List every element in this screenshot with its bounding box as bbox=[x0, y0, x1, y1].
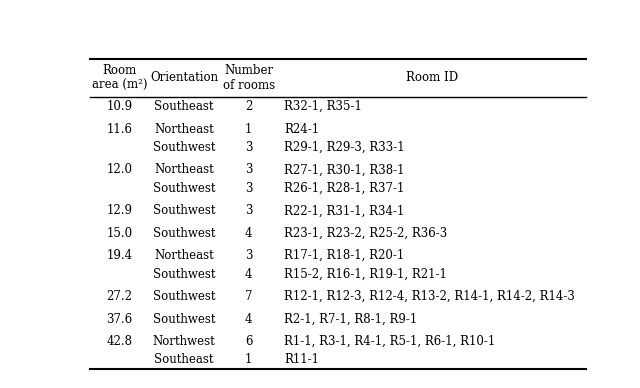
Text: 2: 2 bbox=[245, 100, 252, 113]
Text: Northeast: Northeast bbox=[154, 163, 214, 177]
Text: 42.8: 42.8 bbox=[107, 335, 132, 348]
Text: R12-1, R12-3, R12-4, R13-2, R14-1, R14-2, R14-3: R12-1, R12-3, R12-4, R13-2, R14-1, R14-2… bbox=[284, 290, 575, 303]
Text: 15.0: 15.0 bbox=[107, 227, 132, 240]
Text: Northwest: Northwest bbox=[153, 335, 216, 348]
Text: 1: 1 bbox=[245, 123, 252, 135]
Text: R22-1, R31-1, R34-1: R22-1, R31-1, R34-1 bbox=[284, 204, 404, 217]
Text: 7: 7 bbox=[245, 290, 252, 303]
Text: 12.9: 12.9 bbox=[107, 204, 132, 217]
Text: 6: 6 bbox=[245, 335, 252, 348]
Text: Southwest: Southwest bbox=[153, 141, 216, 154]
Text: Number
of rooms: Number of rooms bbox=[223, 64, 275, 92]
Text: R26-1, R28-1, R37-1: R26-1, R28-1, R37-1 bbox=[284, 182, 404, 195]
Text: Southwest: Southwest bbox=[153, 227, 216, 240]
Text: R1-1, R3-1, R4-1, R5-1, R6-1, R10-1: R1-1, R3-1, R4-1, R5-1, R6-1, R10-1 bbox=[284, 335, 495, 348]
Text: R11-1: R11-1 bbox=[284, 353, 319, 366]
Text: 27.2: 27.2 bbox=[107, 290, 132, 303]
Text: 19.4: 19.4 bbox=[107, 249, 132, 262]
Text: Room
area (m²): Room area (m²) bbox=[92, 64, 147, 92]
Text: 11.6: 11.6 bbox=[107, 123, 132, 135]
Text: R32-1, R35-1: R32-1, R35-1 bbox=[284, 100, 362, 113]
Text: R17-1, R18-1, R20-1: R17-1, R18-1, R20-1 bbox=[284, 249, 404, 262]
Text: R27-1, R30-1, R38-1: R27-1, R30-1, R38-1 bbox=[284, 163, 405, 177]
Text: 3: 3 bbox=[245, 163, 252, 177]
Text: 1: 1 bbox=[245, 353, 252, 366]
Text: Southwest: Southwest bbox=[153, 312, 216, 326]
Text: Northeast: Northeast bbox=[154, 249, 214, 262]
Text: Southeast: Southeast bbox=[154, 100, 214, 113]
Text: 3: 3 bbox=[245, 141, 252, 154]
Text: 12.0: 12.0 bbox=[107, 163, 132, 177]
Text: R15-2, R16-1, R19-1, R21-1: R15-2, R16-1, R19-1, R21-1 bbox=[284, 268, 447, 281]
Text: 10.9: 10.9 bbox=[107, 100, 132, 113]
Text: Southwest: Southwest bbox=[153, 290, 216, 303]
Text: 3: 3 bbox=[245, 204, 252, 217]
Text: R24-1: R24-1 bbox=[284, 123, 319, 135]
Text: Northeast: Northeast bbox=[154, 123, 214, 135]
Text: 4: 4 bbox=[245, 312, 252, 326]
Text: R2-1, R7-1, R8-1, R9-1: R2-1, R7-1, R8-1, R9-1 bbox=[284, 312, 418, 326]
Text: 4: 4 bbox=[245, 268, 252, 281]
Text: R23-1, R23-2, R25-2, R36-3: R23-1, R23-2, R25-2, R36-3 bbox=[284, 227, 447, 240]
Text: Orientation: Orientation bbox=[150, 71, 218, 85]
Text: 4: 4 bbox=[245, 227, 252, 240]
Text: Room ID: Room ID bbox=[406, 71, 458, 85]
Text: Southeast: Southeast bbox=[154, 353, 214, 366]
Text: Southwest: Southwest bbox=[153, 204, 216, 217]
Text: 3: 3 bbox=[245, 182, 252, 195]
Text: Southwest: Southwest bbox=[153, 268, 216, 281]
Text: Southwest: Southwest bbox=[153, 182, 216, 195]
Text: 37.6: 37.6 bbox=[106, 312, 133, 326]
Text: 3: 3 bbox=[245, 249, 252, 262]
Text: R29-1, R29-3, R33-1: R29-1, R29-3, R33-1 bbox=[284, 141, 405, 154]
